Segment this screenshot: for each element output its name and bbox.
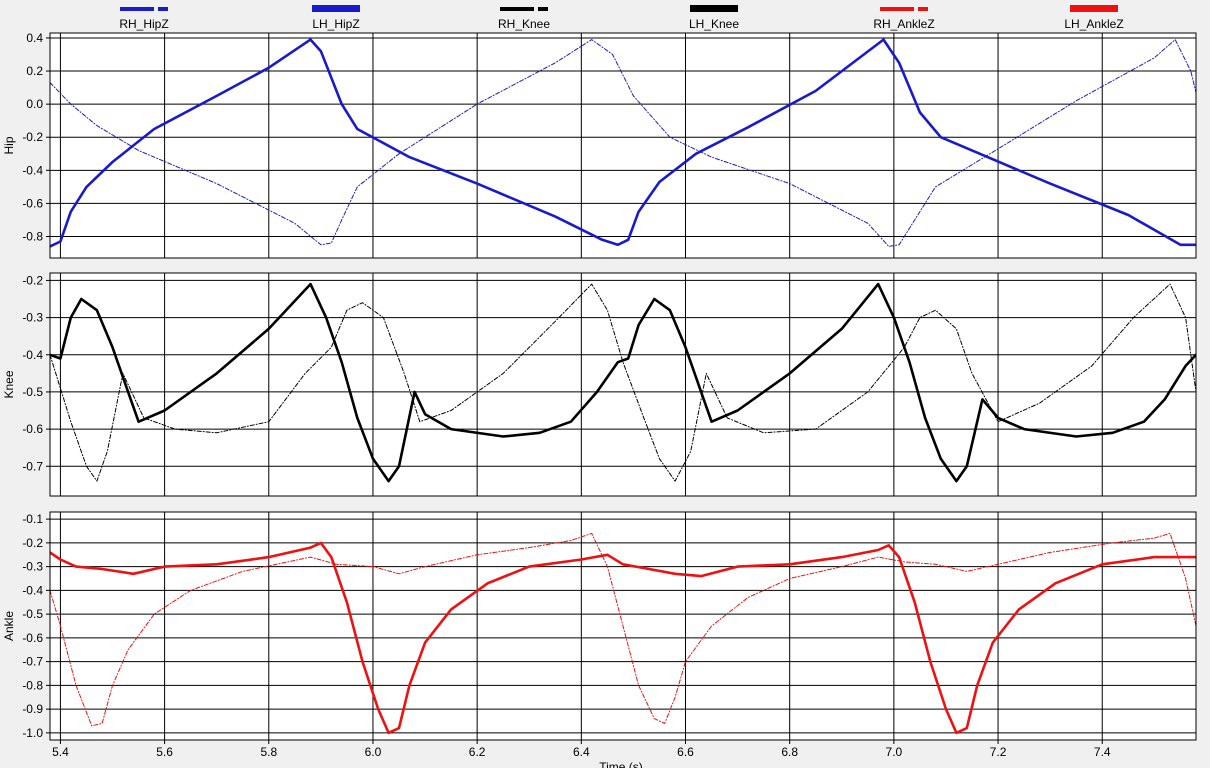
series-line <box>50 282 1196 483</box>
x-tick-label: 6.0 <box>365 745 382 759</box>
y-tick-label: -0.3 <box>22 560 43 574</box>
y-tick-label: -0.6 <box>22 631 43 645</box>
series-line <box>50 283 1196 482</box>
panel-hip: 0.4 0.2 0.0 -0.2 -0.4 -0.6 -0.8 Hip <box>2 31 1197 259</box>
y-tick-label: -0.4 <box>22 583 43 597</box>
panel-knee: -0.2 -0.3 -0.4 -0.5 -0.6 -0.7 Knee <box>2 272 1197 497</box>
x-tick-label: 6.6 <box>677 745 694 759</box>
legend-swatch-tail <box>918 7 928 11</box>
legend: RH_HipZ LH_HipZ RH_Knee LH_Knee RH_AnkleZ LH_… <box>119 5 1124 31</box>
plot-border <box>49 511 1197 741</box>
y-tick-label: -0.8 <box>22 229 43 243</box>
y-tick-label: -1.0 <box>22 726 43 740</box>
series-line <box>50 532 1196 727</box>
legend-label: RH_AnkleZ <box>873 17 934 31</box>
y-axis-title: Ankle <box>2 611 16 641</box>
y-tick-label: -0.3 <box>22 311 43 325</box>
plot-border <box>49 272 1197 497</box>
legend-label: LH_HipZ <box>312 17 359 31</box>
legend-swatch <box>500 7 534 11</box>
y-tick-label: -0.9 <box>22 702 43 716</box>
legend-label: RH_Knee <box>498 17 550 31</box>
legend-label: RH_HipZ <box>119 17 168 31</box>
legend-swatch-tail <box>158 7 168 11</box>
legend-item: RH_Knee <box>498 7 550 31</box>
y-tick-label: -0.2 <box>22 130 43 144</box>
legend-item: LH_AnkleZ <box>1064 5 1124 31</box>
y-tick-label: -0.4 <box>22 163 43 177</box>
x-tick-label: 6.2 <box>469 745 486 759</box>
y-tick-label: -0.1 <box>22 512 43 526</box>
plot-area <box>50 273 1196 496</box>
legend-swatch <box>120 7 154 11</box>
y-axis-title: Hip <box>2 136 16 154</box>
legend-swatch-tail <box>538 7 548 11</box>
y-tick-label: -0.5 <box>22 607 43 621</box>
y-tick-label: -0.2 <box>22 273 43 287</box>
y-tick-label: -0.4 <box>22 348 43 362</box>
legend-item: LH_Knee <box>689 5 739 31</box>
legend-swatch <box>690 5 738 12</box>
y-tick-label: 0.0 <box>26 97 43 111</box>
legend-item: LH_HipZ <box>312 5 360 31</box>
y-tick-label: -0.8 <box>22 678 43 692</box>
plot-area <box>50 33 1196 258</box>
legend-swatch <box>880 7 914 11</box>
x-tick-label: 7.4 <box>1094 745 1111 759</box>
x-tick-label: 5.8 <box>260 745 277 759</box>
x-axis: 5.4 5.6 5.8 6.0 6.2 6.4 6.6 6.8 7.0 7.2 7.4 <box>52 740 1111 759</box>
x-tick-label: 7.2 <box>990 745 1007 759</box>
y-axis-title: Knee <box>2 370 16 398</box>
y-tick-label: -0.6 <box>22 422 43 436</box>
series-line <box>50 541 1196 735</box>
legend-swatch <box>312 5 360 12</box>
legend-label: LH_AnkleZ <box>1064 17 1123 31</box>
y-tick-label: 0.4 <box>26 31 43 45</box>
y-tick-label: -0.6 <box>22 196 43 210</box>
legend-item: RH_AnkleZ <box>873 7 935 31</box>
y-tick-label: -0.2 <box>22 536 43 550</box>
chart-panels: 0.4 0.2 0.0 -0.2 -0.4 -0.6 -0.8 Hip -0.2 -0.3 -0.4… <box>2 31 1197 741</box>
y-tick-label: -0.7 <box>22 655 43 669</box>
x-tick-label: 6.8 <box>781 745 798 759</box>
series-line <box>50 39 1196 247</box>
legend-swatch <box>1070 5 1118 12</box>
x-tick-label: 5.4 <box>52 745 69 759</box>
legend-item: RH_HipZ <box>119 7 169 31</box>
y-tick-label: -0.5 <box>22 385 43 399</box>
x-tick-label: 5.6 <box>156 745 173 759</box>
legend-label: LH_Knee <box>689 17 739 31</box>
series-line <box>50 38 1196 248</box>
y-tick-label: 0.2 <box>26 64 43 78</box>
panel-ankle: -0.1 -0.2 -0.3 -0.4 -0.5 -0.6 -0.7 -0.8 -0.9 -1.0… <box>2 511 1197 741</box>
y-tick-label: -0.7 <box>22 459 43 473</box>
plot-border <box>49 32 1197 259</box>
x-tick-label: 6.4 <box>573 745 590 759</box>
x-tick-label: 7.0 <box>886 745 903 759</box>
x-axis-title: Time (s) <box>599 760 643 768</box>
